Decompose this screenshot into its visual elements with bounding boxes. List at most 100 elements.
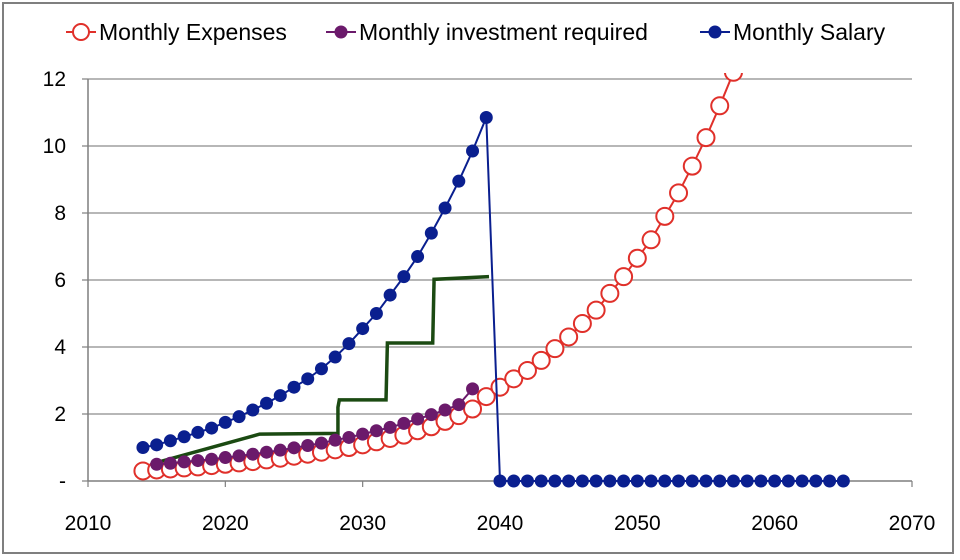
data-point	[504, 369, 524, 389]
data-point	[205, 421, 219, 435]
data-point	[369, 307, 383, 320]
series-2	[150, 382, 480, 471]
data-point	[424, 408, 438, 422]
legend-label: Monthly Salary	[733, 19, 886, 45]
data-point	[534, 474, 548, 488]
x-tick-labels: 2010 2020 2030 2040 2050 2060 2070	[65, 512, 936, 535]
data-point	[163, 456, 177, 470]
data-point	[617, 474, 631, 488]
y-tick-label: 2	[54, 403, 66, 426]
data-point	[397, 416, 411, 430]
data-point	[531, 350, 551, 370]
data-point	[572, 314, 592, 334]
data-point	[641, 230, 661, 250]
data-point	[630, 474, 644, 488]
data-point	[781, 474, 795, 488]
y-tick-label: 6	[54, 269, 66, 292]
data-point	[177, 455, 191, 469]
data-point	[150, 457, 164, 471]
data-point	[726, 474, 740, 488]
x-tick-label: 2010	[65, 512, 112, 535]
data-point	[163, 434, 177, 448]
data-point	[463, 399, 483, 419]
data-point	[136, 441, 150, 454]
data-point	[823, 474, 837, 488]
legend-label: Monthly Expenses	[99, 19, 287, 45]
series-3	[136, 111, 850, 488]
legend-item: Monthly investment required	[326, 19, 648, 45]
legend-marker	[72, 23, 90, 41]
legend-label: Monthly investment required	[359, 19, 648, 45]
data-point	[517, 360, 537, 380]
x-tick-label: 2020	[202, 512, 249, 535]
data-point	[383, 288, 397, 302]
data-point	[452, 174, 466, 188]
x-tick-label: 2060	[751, 512, 798, 535]
data-point	[369, 424, 383, 438]
data-point	[383, 420, 397, 434]
y-tick-label: 8	[54, 202, 66, 225]
data-point	[672, 474, 686, 488]
data-point	[809, 474, 823, 488]
data-point	[411, 412, 425, 426]
data-point	[768, 474, 782, 488]
data-point	[218, 451, 232, 465]
data-point	[795, 474, 809, 488]
series-1	[133, 73, 743, 481]
data-point	[287, 380, 301, 394]
data-point	[301, 372, 315, 386]
data-point	[232, 410, 246, 424]
data-point	[545, 339, 565, 359]
annotation-step-line	[156, 274, 490, 465]
y-tick-label: -	[59, 470, 66, 493]
data-point	[507, 474, 521, 488]
x-tick-label: 2040	[477, 512, 524, 535]
data-point	[273, 443, 287, 457]
data-point	[658, 474, 672, 488]
legend-marker	[708, 25, 722, 39]
data-point	[669, 183, 689, 203]
data-point	[740, 474, 754, 488]
annotation-line	[156, 274, 490, 465]
data-point	[600, 283, 620, 303]
data-point	[260, 445, 274, 459]
data-point	[682, 156, 702, 176]
data-point	[575, 474, 589, 488]
data-point	[586, 300, 606, 320]
data-point	[150, 438, 164, 452]
data-point	[356, 322, 370, 336]
series-layer	[133, 73, 850, 488]
data-point	[424, 226, 438, 240]
data-point	[685, 474, 699, 488]
data-point	[562, 474, 576, 488]
legend-marker	[334, 25, 348, 39]
data-point	[314, 362, 328, 376]
y-tick-label: 4	[54, 336, 66, 359]
data-point	[191, 425, 205, 439]
data-point	[411, 250, 425, 264]
data-point	[723, 73, 743, 82]
data-point	[627, 248, 647, 268]
legend-item: Monthly Expenses	[66, 19, 287, 45]
data-point	[328, 350, 342, 364]
data-point	[218, 415, 232, 429]
x-tick-label: 2070	[889, 512, 936, 535]
legend: Monthly Expenses Monthly investment requi…	[66, 19, 886, 45]
data-point	[356, 427, 370, 441]
data-point	[273, 389, 287, 403]
data-point	[287, 441, 301, 455]
x-tick-label: 2050	[614, 512, 661, 535]
data-point	[342, 430, 356, 444]
data-point	[644, 474, 658, 488]
data-point	[476, 387, 496, 407]
data-point	[232, 449, 246, 463]
data-point	[328, 433, 342, 447]
series-line	[142, 73, 735, 472]
series-line	[142, 117, 844, 482]
legend-item: Monthly Salary	[700, 19, 886, 45]
data-point	[191, 454, 205, 468]
y-tick-label: 12	[43, 68, 66, 91]
data-point	[655, 206, 675, 226]
data-point	[548, 474, 562, 488]
